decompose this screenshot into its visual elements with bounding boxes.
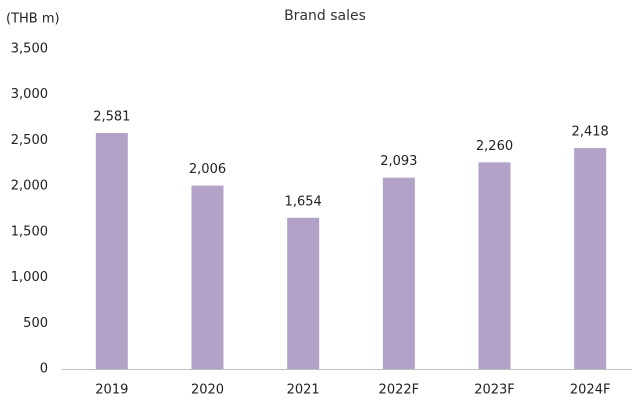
x-tick-label: 2019 [95,383,128,398]
y-tick-label: 1,000 [11,270,48,285]
x-tick-label: 2021 [287,383,320,398]
data-label: 2,006 [189,162,226,177]
chart-title: Brand sales [284,8,366,24]
y-tick-label: 500 [23,316,48,331]
x-tick-label: 2023F [474,383,515,398]
bar [478,162,511,369]
data-label: 2,418 [572,124,609,139]
data-label: 2,260 [476,139,513,154]
data-label: 1,654 [285,194,322,209]
y-tick-label: 3,500 [11,42,48,57]
y-tick-label: 2,000 [11,179,48,194]
bar [287,217,320,369]
x-tick-label: 2022F [379,383,420,398]
y-tick-label: 0 [40,362,48,377]
data-label: 2,093 [380,154,417,169]
bar [191,185,224,369]
bar [95,133,128,369]
x-tick-label: 2020 [191,383,224,398]
bar [382,177,415,369]
data-label: 2,581 [93,110,130,125]
y-axis-label: (THB m) [6,12,60,27]
y-tick-label: 1,500 [11,224,48,239]
y-tick-label: 3,000 [11,87,48,102]
x-tick-label: 2024F [570,383,611,398]
y-tick-label: 2,500 [11,133,48,148]
bar [574,147,607,369]
